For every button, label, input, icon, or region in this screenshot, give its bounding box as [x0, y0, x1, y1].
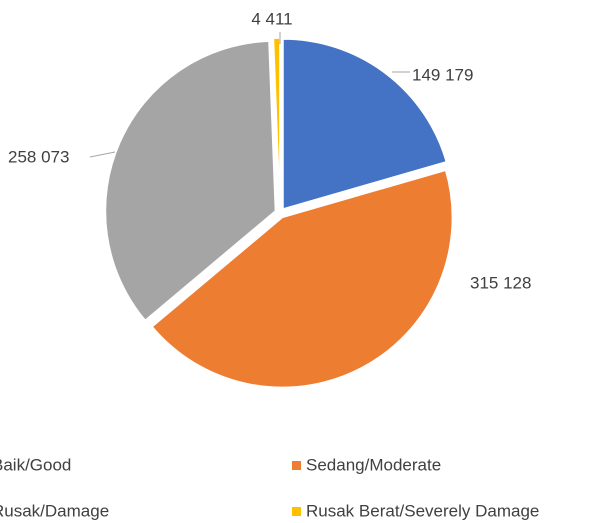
legend-swatch: [292, 507, 301, 516]
data-label: 258 073: [8, 147, 69, 166]
leader-line: [89, 151, 116, 158]
legend-label: Baik/Good: [0, 455, 71, 474]
pie-slice: [151, 169, 454, 389]
legend-swatch: [292, 461, 301, 470]
pie-slice: [282, 38, 448, 211]
data-label: 4 411: [251, 9, 292, 28]
legend-label: Rusak Berat/Severely Damage: [306, 501, 539, 520]
data-label: 315 128: [470, 273, 531, 292]
data-label: 149 179: [412, 65, 473, 84]
pie-slice: [104, 40, 277, 322]
legend-label: Rusak/Damage: [0, 501, 109, 520]
legend-label: Sedang/Moderate: [306, 455, 441, 474]
